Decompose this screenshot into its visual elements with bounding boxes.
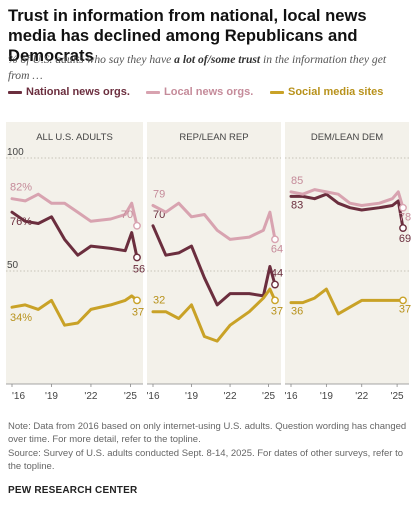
end-point-local-panel-3 xyxy=(399,203,407,212)
end-point-national-panel-1 xyxy=(133,253,141,262)
legend-label-social: Social media sites xyxy=(288,86,384,98)
end-label-social-panel-3: 37 xyxy=(399,303,411,315)
series-line-national-panel-1 xyxy=(10,210,139,259)
legend-swatch-national xyxy=(8,90,22,94)
panel-title-3: DEM/LEAN DEM xyxy=(311,132,383,143)
legend-label-local: Local news orgs. xyxy=(164,86,254,98)
start-label-social-panel-3: 36 xyxy=(291,306,303,318)
series-line-social-panel-1 xyxy=(10,294,139,327)
start-label-national-panel-1: 76% xyxy=(10,216,32,228)
x-tick-label-1-2: '22 xyxy=(84,391,97,402)
legend-item-local: Local news orgs. xyxy=(146,86,253,98)
end-label-local-panel-2: 64 xyxy=(271,243,283,255)
end-label-social-panel-1: 37 xyxy=(132,306,144,318)
x-tick-label-2-3: '25 xyxy=(262,391,275,402)
start-label-social-panel-2: 32 xyxy=(153,295,165,307)
start-label-local-panel-3: 85 xyxy=(291,175,303,187)
series-line-local-panel-2 xyxy=(151,201,277,241)
subtitle-before: % of U.S. adults who say they have xyxy=(8,53,175,66)
subtitle-after: in the information they get from … xyxy=(8,53,387,82)
series-line-social-panel-2 xyxy=(151,287,277,343)
end-point-local-panel-2 xyxy=(271,235,279,244)
series-line-national-panel-3 xyxy=(289,192,405,230)
legend-label-national: National news orgs. xyxy=(26,86,130,98)
line-chart: ALL U.S. ADULTS '16 '19 '22 '25 76% 56 82% 70 34%… xyxy=(6,122,411,402)
end-point-national-panel-3 xyxy=(399,224,407,232)
legend-item-social: Social media sites xyxy=(270,86,383,98)
start-label-local-panel-1: 82% xyxy=(10,182,32,194)
start-label-social-panel-1: 34% xyxy=(10,312,32,324)
start-label-national-panel-3: 83 xyxy=(291,199,303,211)
chart-source: Source: Survey of U.S. adults conducted … xyxy=(8,448,403,472)
end-label-national-panel-3: 69 xyxy=(399,233,411,245)
x-tick-label-3-2: '22 xyxy=(355,391,368,402)
legend-item-national: National news orgs. xyxy=(8,86,130,98)
series-line-social-panel-3 xyxy=(289,287,405,316)
brand-name: PEW RESEARCH CENTER xyxy=(8,485,138,496)
x-tick-label-1-1: '19 xyxy=(45,391,58,402)
chart-subtitle: % of U.S. adults who say they have a lot… xyxy=(8,52,408,84)
panel-background-3 xyxy=(285,122,409,384)
legend-swatch-local xyxy=(146,90,160,94)
series-line-national-panel-2 xyxy=(151,224,277,307)
end-label-national-panel-2: 44 xyxy=(271,268,283,280)
panel-title-2: REP/LEAN REP xyxy=(179,132,248,143)
x-tick-label-1-0: '16 xyxy=(12,391,25,402)
y-tick-label-50: 50 xyxy=(7,260,19,271)
chart-title: Trust in information from national, loca… xyxy=(8,6,367,65)
legend-swatch-social xyxy=(270,90,284,94)
series-line-local-panel-3 xyxy=(289,188,405,210)
panel-background-2 xyxy=(147,122,281,384)
y-tick-label-100: 100 xyxy=(7,147,24,158)
x-tick-label-3-1: '19 xyxy=(320,391,333,402)
x-tick-label-2-2: '22 xyxy=(224,391,237,402)
series-line-local-panel-1 xyxy=(10,192,139,228)
end-point-national-panel-2 xyxy=(271,280,279,289)
end-point-social-panel-3 xyxy=(399,296,407,305)
end-point-social-panel-2 xyxy=(271,296,279,305)
end-point-local-panel-1 xyxy=(133,221,141,230)
end-label-national-panel-1: 56 xyxy=(133,263,145,275)
end-label-local-panel-1: 70 xyxy=(121,209,133,221)
subtitle-emphasis: a lot of/some trust xyxy=(174,53,261,66)
x-tick-label-3-3: '25 xyxy=(391,391,404,402)
x-tick-label-2-0: '16 xyxy=(146,391,159,402)
x-tick-label-3-0: '16 xyxy=(284,391,297,402)
x-tick-label-2-1: '19 xyxy=(185,391,198,402)
panel-title-1: ALL U.S. ADULTS xyxy=(36,132,113,143)
start-label-local-panel-2: 79 xyxy=(153,188,165,200)
end-point-social-panel-1 xyxy=(133,296,141,305)
chart-legend: National news orgs. Local news orgs. Soc… xyxy=(8,86,408,102)
end-label-social-panel-2: 37 xyxy=(271,305,283,317)
end-label-local-panel-3: 78 xyxy=(399,212,411,224)
x-tick-label-1-3: '25 xyxy=(124,391,137,402)
chart-note: Note: Data from 2016 based on only inter… xyxy=(8,421,407,445)
